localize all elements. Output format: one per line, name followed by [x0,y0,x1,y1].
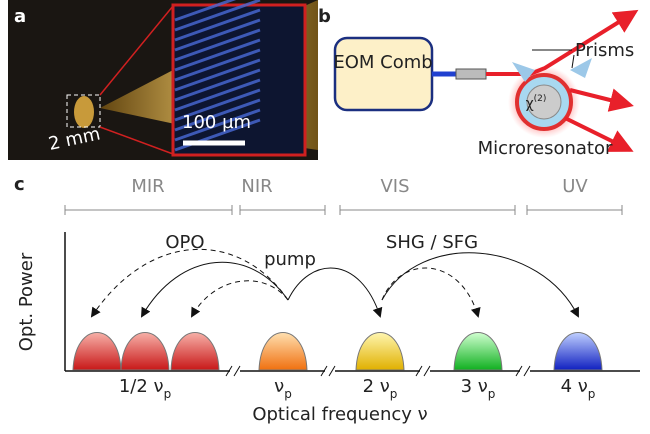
region-bracket [240,205,325,215]
arrow [192,281,288,316]
region-label: VIS [380,176,409,197]
peak-label: νp [274,376,292,401]
source-label: EOM Comb [333,52,432,73]
process-label: OPO [165,232,204,253]
arrow [92,249,288,316]
peak-sub: p [284,387,292,401]
disk [74,96,94,128]
spectral-peak [356,333,404,371]
resonator-label: Microresonator [478,138,613,159]
arrow [382,268,478,316]
arrow [382,253,578,316]
prisms-label: Prisms [575,40,634,61]
panel-label: c [14,174,25,195]
peak-symbol: 2 ν [363,376,390,397]
figure: 100 µm 2 mm a b EOM Comb χ(2) Prisms Mic… [0,0,650,430]
x-label: Optical frequency ν [252,404,427,425]
spectral-peak [554,333,602,371]
peak-sub: p [390,387,398,401]
peak-symbol: 4 ν [561,376,588,397]
arrow [142,262,288,316]
region-label: UV [562,176,588,197]
chi-symbol: χ [526,96,534,112]
source-box [335,38,432,110]
peak-sub: p [488,387,496,401]
region-bracket [65,205,232,215]
peak-label: 4 νp [561,376,596,401]
panel-label: b [318,6,331,27]
spectral-peak [171,333,219,371]
region-bracket [527,205,622,215]
spectral-peak [121,333,169,371]
peak-label: 1/2 νp [119,376,171,401]
process-label: SHG / SFG [386,232,478,253]
region-bracket [340,205,515,215]
peak-label: 3 νp [461,376,496,401]
arrow [288,268,380,316]
leader [572,55,574,68]
peak-symbol: ν [274,376,284,397]
panel-label: a [14,6,26,27]
peak-sub: p [164,387,172,401]
peak-symbol: 3 ν [461,376,488,397]
region-label: MIR [131,176,164,197]
region-label: NIR [241,176,272,197]
chi-sup: (2) [534,94,547,104]
process-label: pump [264,249,316,270]
y-label: Opt. Power [16,252,37,351]
spectral-peak [73,333,121,371]
connector [456,69,486,79]
spectral-peak [454,333,502,371]
spectral-peak [259,333,307,371]
peak-label: 2 νp [363,376,398,401]
scale-label: 100 µm [182,112,251,133]
peak-symbol: 1/2 ν [119,376,164,397]
peak-sub: p [588,387,596,401]
